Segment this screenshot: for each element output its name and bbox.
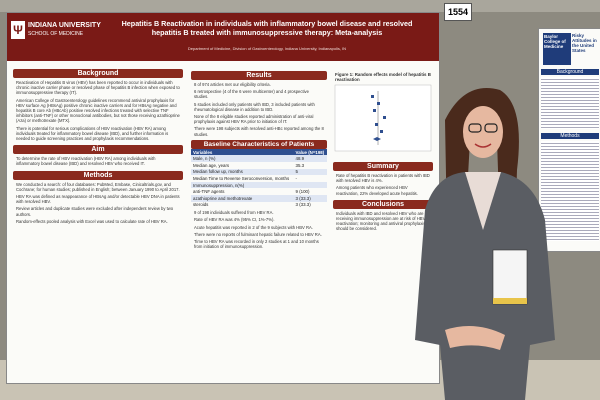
table-cell: azathioprine and methotrexate xyxy=(191,194,294,202)
bullet-item: Rate of hepatitis B reactivation in pati… xyxy=(336,173,430,184)
bullet-item: Among patients who experienced HBV react… xyxy=(336,185,418,196)
bullet-item: 5 studies included only patients with IB… xyxy=(194,101,315,112)
institution: INDIANA UNIVERSITY xyxy=(28,22,101,29)
table-cell: 48.9 xyxy=(293,155,327,163)
paragraph: Reactivation of Hepatitis B virus (HBV) … xyxy=(16,80,180,96)
study-markers xyxy=(371,95,386,141)
affiliation: Department of Medicine, Division of Gast… xyxy=(187,46,347,51)
bullet-item: 6 retrospective (4 of the 6 were multice… xyxy=(194,89,309,100)
bullet-item: Acute hepatitis was reported in 2 of the… xyxy=(194,224,313,230)
table-cell: Male, n (%) xyxy=(191,155,294,163)
paragraph: HBV RA was defined as reappearance of HB… xyxy=(16,194,180,205)
table-row: anti-TNF agents 9 (100) xyxy=(191,188,327,195)
paragraph: American College of Gastroenterology gui… xyxy=(16,97,180,124)
poster-header: Ψ INDIANA UNIVERSITY SCHOOL OF MEDICINE … xyxy=(7,13,439,61)
paragraph: Individuals with IBD and resolved HBV wh… xyxy=(336,210,426,232)
baseline-table: Variables Value (N=198) Male, n (%) 48.9 Med… xyxy=(191,148,327,209)
face xyxy=(463,106,503,158)
table-cell xyxy=(293,181,327,189)
table-cell: anti-TNF agents xyxy=(193,189,225,195)
table-row: Median follow up, months 5 xyxy=(191,168,327,176)
paragraph: There is potential for serious complicat… xyxy=(16,125,169,142)
table-row: Median age, years 35.3 xyxy=(191,162,327,169)
table-cell: 35.3 xyxy=(295,162,305,168)
person xyxy=(415,88,555,400)
board-number: 1554 xyxy=(444,3,472,21)
left-poster: Ψ INDIANA UNIVERSITY SCHOOL OF MEDICINE … xyxy=(6,12,440,384)
text-block xyxy=(541,77,599,129)
logo: Ψ xyxy=(11,21,25,39)
text-block xyxy=(541,141,599,241)
section-heading: Methods xyxy=(541,133,599,139)
section-heading: Aim xyxy=(13,145,183,155)
table-cell: 9 (100) xyxy=(295,189,310,195)
bullet-item: None of the 8 eligible studies reported … xyxy=(194,114,314,125)
header-cell: Value (N=198) xyxy=(293,148,327,156)
wall-top xyxy=(0,0,600,12)
table-cell: Immunosuppression, n(%) xyxy=(191,181,294,189)
table-cell: Median age, years xyxy=(193,162,230,168)
table-cell: - xyxy=(295,176,297,181)
table-row: steroids 3 (33.3) xyxy=(191,202,327,209)
table-row: Male, n (%) 48.9 xyxy=(191,155,327,163)
section-heading: Methods xyxy=(13,170,183,180)
paragraph: We conducted a search: of four databases… xyxy=(16,181,180,192)
bullet-item: There were no reports of fulminant hepat… xyxy=(194,231,322,237)
table-cell: 3 (33.3) xyxy=(295,202,311,208)
bullet-item: There were 198 subjects with resolved an… xyxy=(194,126,324,137)
table-cell: 5 xyxy=(293,168,327,176)
middle-column: Results 8 of 974 articles met our eligib… xyxy=(191,71,327,376)
badge xyxy=(492,249,528,305)
right-column: Figure 1: Random effects model of hepati… xyxy=(333,71,433,376)
left-column: Background Reactivation of Hepatitis B v… xyxy=(13,69,183,379)
table-cell: Median Time to Reverse Seroconversion, m… xyxy=(193,176,290,181)
bullet-item: 9 of 198 individuals suffered from HBV R… xyxy=(194,210,274,216)
paragraph: Review articles and duplicate studies we… xyxy=(16,206,174,217)
bullet-item: Time to HBV RA was recorded in only 2 st… xyxy=(194,238,319,250)
table-header: Variables Value (N=198) xyxy=(191,148,327,156)
section-heading: Background xyxy=(541,69,599,75)
bullet-item: 8 of 974 articles met our eligibility cr… xyxy=(194,82,271,87)
paragraph: To determine the rate of HBV reactivatio… xyxy=(16,156,156,167)
figure-caption: Figure 1: Random effects model of hepati… xyxy=(335,72,431,82)
baylor-logo: Baylor College of Medicine xyxy=(543,33,571,65)
section-heading: Conclusions xyxy=(333,199,433,209)
bullet-item: Rate of HBV RA was 4% (95% CI, 1%-7%). xyxy=(194,217,275,223)
table-cell: 3 (33.3) xyxy=(293,194,327,202)
table-cell: Median follow up, months xyxy=(191,168,294,176)
table-cell: steroids xyxy=(193,202,209,208)
right-title: Risky Attitudes in the United States xyxy=(572,33,597,53)
table-row: Immunosuppression, n(%) xyxy=(191,181,327,189)
table-row: azathioprine and methotrexate 3 (33.3) xyxy=(191,194,327,202)
hands xyxy=(445,326,505,350)
header-cell: Variables xyxy=(191,148,294,156)
right-poster: Baylor College of Medicine Risky Attitud… xyxy=(538,28,600,252)
poster-title: Hepatitis B Reactivation in individuals … xyxy=(121,19,413,37)
shirt xyxy=(465,172,501,230)
section-heading: Results xyxy=(191,71,327,80)
forest-plot xyxy=(334,84,432,152)
paragraph: Random-effects pooled analysis with Exce… xyxy=(16,218,168,224)
section-heading: Summary xyxy=(333,162,433,171)
section-heading: Baseline Characteristics of Patients xyxy=(191,139,327,149)
section-heading: Background xyxy=(13,69,183,78)
school: SCHOOL OF MEDICINE xyxy=(28,31,84,37)
table-row: Median Time to Reverse Seroconversion, m… xyxy=(191,175,327,182)
